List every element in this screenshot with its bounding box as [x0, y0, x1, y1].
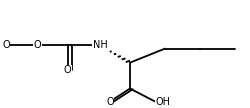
Text: OH: OH — [155, 97, 170, 106]
Text: NH: NH — [92, 40, 108, 50]
Text: O: O — [2, 40, 10, 50]
Text: O: O — [64, 65, 71, 75]
Text: O: O — [106, 97, 114, 106]
Text: O: O — [34, 40, 41, 50]
